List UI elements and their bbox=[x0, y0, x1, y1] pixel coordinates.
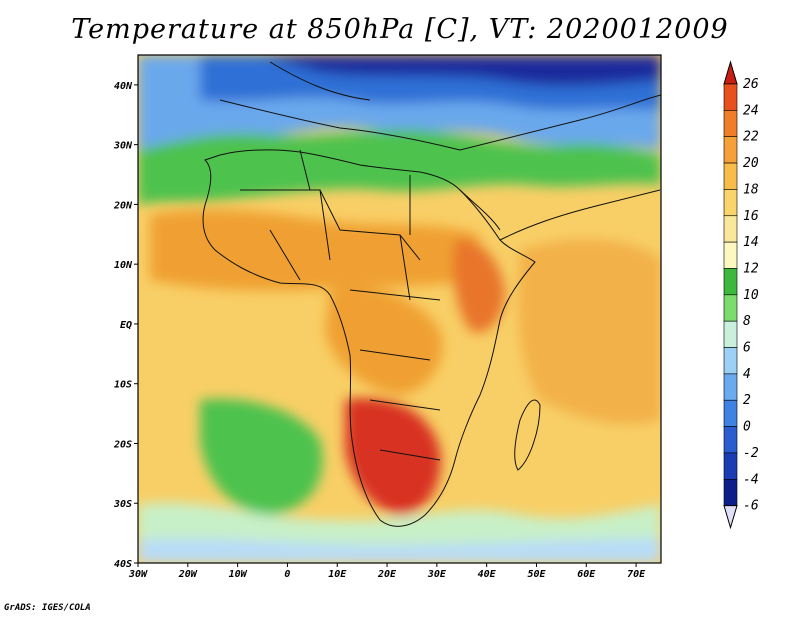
europe-coast bbox=[269, 61, 371, 101]
colorbar-swatch bbox=[723, 294, 738, 322]
y-tick-label: 30N bbox=[113, 141, 133, 152]
coastlines bbox=[202, 61, 661, 527]
field-orange-indian bbox=[518, 239, 661, 424]
x-tick-label: 30E bbox=[427, 569, 447, 580]
field-paleblue-south bbox=[138, 538, 661, 563]
x-tick-label: 50E bbox=[527, 569, 546, 580]
colorbar-label: 20 bbox=[743, 156, 759, 171]
colorbar-swatch bbox=[723, 426, 738, 454]
colorbar-label: 18 bbox=[743, 182, 759, 197]
plot-frame bbox=[137, 54, 662, 564]
colorbar-top-arrow bbox=[723, 60, 738, 85]
red-sea-coast bbox=[459, 189, 501, 231]
colorbar-swatch bbox=[723, 320, 738, 348]
colorbar-label: 8 bbox=[743, 314, 751, 329]
temperature-field bbox=[138, 55, 661, 563]
colorbar-label: 4 bbox=[743, 367, 751, 382]
colorbar-swatch bbox=[723, 136, 738, 164]
y-tick-label: 40S bbox=[114, 559, 132, 570]
africa-outline bbox=[202, 149, 536, 527]
colorbar-label: 0 bbox=[743, 420, 751, 435]
colorbar-label: 10 bbox=[743, 288, 759, 303]
x-tick-label: 60E bbox=[577, 569, 596, 580]
field-green-north bbox=[138, 129, 661, 205]
colorbar-bottom-arrow bbox=[723, 505, 738, 530]
colorbar-label: -4 bbox=[743, 472, 759, 487]
colorbar-label: 2 bbox=[743, 393, 751, 408]
colorbar-swatch bbox=[723, 347, 738, 375]
colorbar-swatch bbox=[723, 110, 738, 138]
colorbar-label: 6 bbox=[743, 341, 751, 356]
colorbar-swatch bbox=[723, 189, 738, 217]
field-red-ethiopia bbox=[453, 239, 505, 333]
colorbar-swatch bbox=[723, 399, 738, 427]
x-axis: 30W 20W 10W 0 10E 20E 30E 40E 50E 60E 70E bbox=[128, 563, 646, 580]
colorbar-swatch bbox=[723, 452, 738, 480]
map-title: Temperature at 850hPa [C], VT: 202001200… bbox=[71, 14, 729, 45]
x-tick-label: 0 bbox=[284, 569, 290, 580]
field-orange-sahel bbox=[150, 209, 480, 291]
colorbar-swatch bbox=[723, 373, 738, 401]
field-orange-central bbox=[325, 287, 443, 395]
field-green-atlantic bbox=[200, 399, 323, 515]
mediterranean-coast bbox=[219, 94, 661, 151]
country-borders bbox=[240, 149, 441, 461]
colorbar-label: 16 bbox=[743, 209, 759, 224]
colorbar-swatch bbox=[723, 162, 738, 190]
field-coldest-north bbox=[260, 55, 661, 86]
colorbar-swatch bbox=[723, 215, 738, 243]
colorbar-label: -2 bbox=[743, 446, 759, 461]
colorbar-label: 26 bbox=[743, 77, 759, 92]
colorbar-swatch bbox=[723, 241, 738, 269]
footer-credit: GrADS: IGES/COLA bbox=[4, 603, 91, 613]
y-tick-label: EQ bbox=[120, 320, 132, 331]
arabia-coast bbox=[499, 189, 661, 241]
y-tick-label: 10N bbox=[114, 260, 133, 271]
y-tick-label: 20N bbox=[113, 200, 133, 211]
x-tick-label: 10E bbox=[328, 569, 347, 580]
colorbar-swatch bbox=[723, 478, 738, 506]
colorbar-label: 12 bbox=[743, 261, 759, 276]
field-red-south bbox=[345, 398, 441, 515]
colorbar-swatch bbox=[723, 83, 738, 111]
colorbar-label: 14 bbox=[743, 235, 759, 250]
x-tick-label: 30W bbox=[128, 569, 148, 580]
colorbar-label: 24 bbox=[743, 103, 759, 118]
madagascar-outline bbox=[514, 399, 541, 471]
x-tick-label: 20W bbox=[178, 569, 198, 580]
colorbar-swatch bbox=[723, 268, 738, 296]
colorbar-label: -6 bbox=[743, 499, 759, 514]
y-axis: 40S 30S 20S 10S EQ 10N 20N 30N 40N bbox=[113, 81, 138, 570]
y-tick-label: 30S bbox=[113, 499, 132, 510]
y-tick-label: 20S bbox=[113, 439, 132, 450]
x-tick-label: 40E bbox=[478, 569, 497, 580]
y-tick-label: 40N bbox=[114, 81, 133, 92]
y-tick-label: 10S bbox=[114, 380, 132, 391]
x-tick-label: 10W bbox=[229, 569, 248, 580]
colorbar-label: 22 bbox=[743, 130, 759, 145]
x-tick-label: 70E bbox=[627, 569, 646, 580]
x-tick-label: 20E bbox=[377, 569, 397, 580]
